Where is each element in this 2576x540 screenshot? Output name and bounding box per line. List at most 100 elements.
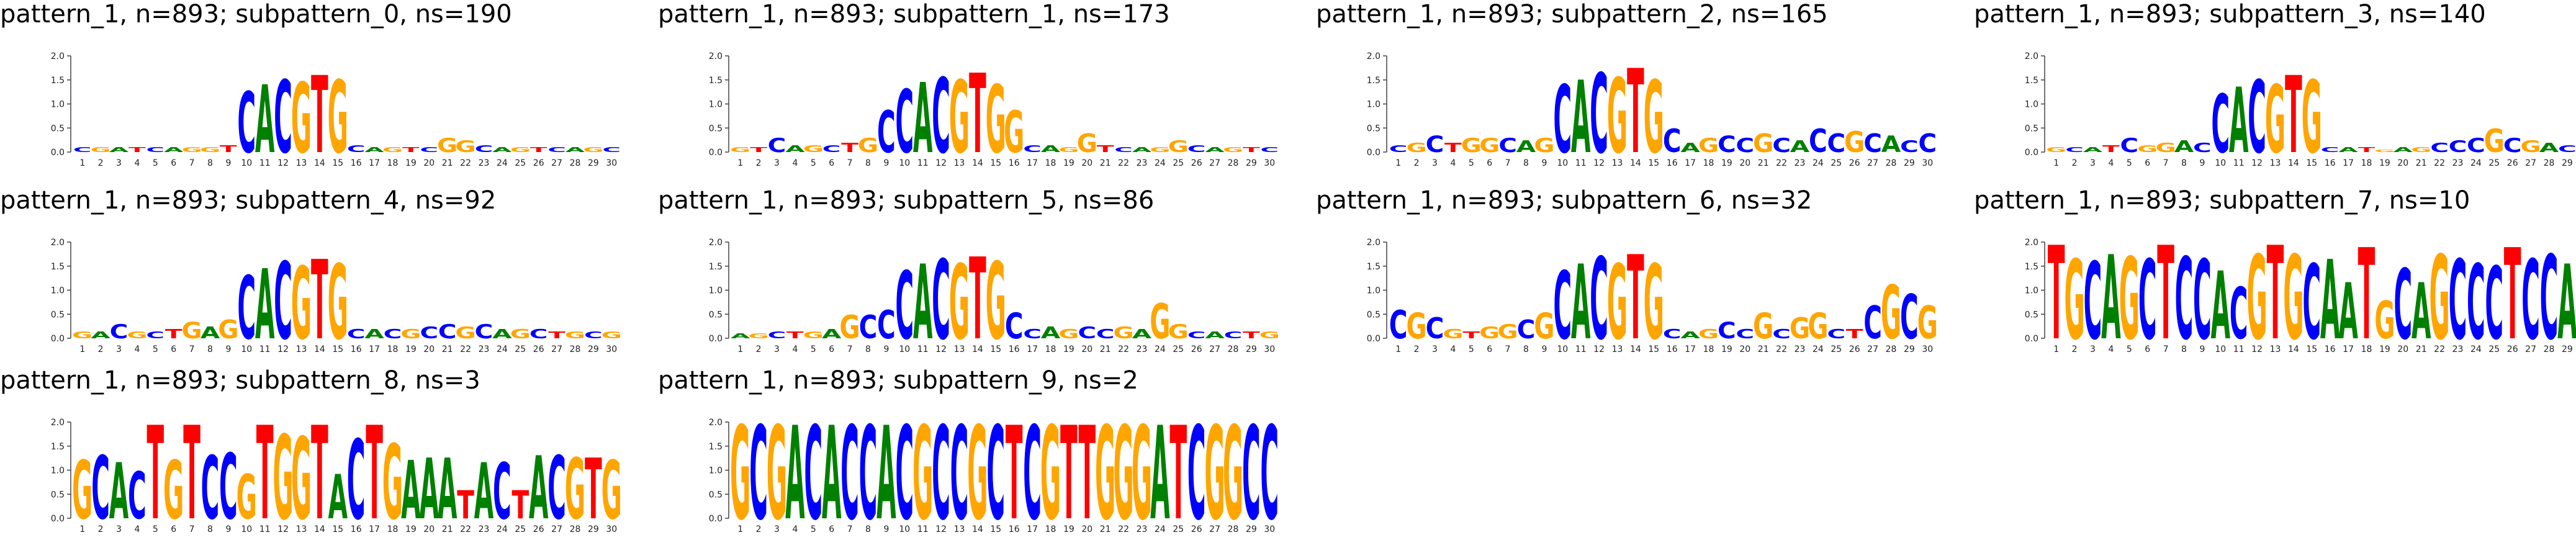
- logo-letter: G: [1479, 323, 1500, 342]
- logo-letter: T: [969, 234, 986, 365]
- y-tick-label: 0.5: [1367, 310, 1380, 320]
- x-tick-label: 25: [1831, 344, 1842, 354]
- logo-letter-glyph: C: [1389, 143, 1408, 155]
- y-tick-label: 1.5: [709, 262, 723, 272]
- logo-letter-glyph: T: [1243, 330, 1260, 341]
- logo-letter-glyph: C: [1718, 318, 1736, 344]
- x-tick-label: 24: [2470, 158, 2482, 168]
- logo-letter: G: [986, 241, 1006, 364]
- x-tick-label: 23: [1137, 158, 1148, 168]
- x-tick-label: 11: [2233, 158, 2245, 168]
- logo-letter: C: [2503, 134, 2522, 157]
- x-tick-label: 11: [917, 344, 929, 354]
- y-tick-label: 0.0: [709, 514, 723, 524]
- logo-panel: pattern_1, n=893; subpattern_6, ns=32 0.0…: [1316, 186, 1949, 366]
- x-tick-label: 12: [2251, 158, 2263, 168]
- logo-letter-glyph: A: [328, 462, 348, 533]
- logo-letter: G: [803, 330, 824, 341]
- x-tick-label: 26: [2507, 158, 2518, 168]
- logo-letter-glyph: G: [1479, 323, 1500, 342]
- logo-letter-glyph: A: [913, 63, 933, 175]
- y-tick-label: 1.5: [1367, 76, 1380, 86]
- x-tick-label: 5: [811, 158, 816, 168]
- y-tick-label: 1.0: [51, 466, 65, 476]
- logo-letter: G: [1917, 297, 1938, 349]
- logo-letter-glyph: G: [1150, 146, 1170, 153]
- x-tick-label: 24: [497, 524, 508, 534]
- logo-letter: T: [2358, 146, 2376, 153]
- x-tick-label: 17: [369, 524, 380, 534]
- y-tick-label: 1.5: [709, 442, 723, 452]
- x-tick-label: 14: [314, 158, 325, 168]
- logo-letter-glyph: A: [1516, 137, 1536, 156]
- logo-letter-glyph: C: [1900, 282, 1919, 353]
- logo-letter: A: [2320, 238, 2340, 365]
- logo-letter-glyph: C: [840, 400, 859, 540]
- logo-letter: C: [2302, 244, 2321, 363]
- logo-letter-glyph: C: [475, 143, 493, 155]
- logo-letter: C: [932, 238, 950, 365]
- x-tick-label: 27: [1867, 344, 1878, 354]
- logo-letter-glyph: G: [72, 444, 92, 538]
- logo-letter-glyph: G: [2265, 66, 2286, 174]
- logo-letter: T: [1006, 400, 1023, 540]
- logo-letter-glyph: G: [1113, 400, 1133, 540]
- logo-letter-glyph: G: [2520, 137, 2541, 156]
- logo-plot: 0.00.51.01.52.01 2 3 4 5 6 7 8 9 10 11 12 13 14 15 16 17…: [51, 400, 622, 540]
- logo-letter: T: [256, 400, 274, 540]
- logo-letter: A: [876, 400, 896, 540]
- logo-letter: G: [455, 323, 475, 342]
- logo-letter-glyph: G: [1168, 137, 1189, 156]
- x-tick-label: 18: [1045, 524, 1056, 534]
- logo-letter: C: [2467, 134, 2485, 157]
- logo-letter-glyph: C: [1590, 234, 1608, 365]
- logo-letter: T: [220, 143, 237, 155]
- x-tick-label: 23: [479, 344, 490, 354]
- logo-letter-glyph: C: [420, 146, 438, 153]
- logo-letter-glyph: G: [730, 400, 750, 540]
- x-tick-label: 3: [116, 158, 122, 168]
- logo-letter-glyph: C: [73, 146, 92, 153]
- x-tick-label: 11: [917, 158, 929, 168]
- x-tick-label: 1: [1395, 344, 1401, 354]
- logo-letter: G: [218, 315, 238, 344]
- logo-letter: G: [2283, 231, 2304, 366]
- x-tick-label: 26: [1849, 158, 1860, 168]
- logo-letter-glyph: G: [291, 246, 312, 362]
- logo-letter: C: [347, 143, 366, 155]
- logo-letter-glyph: G: [291, 63, 312, 175]
- x-tick-label: 1: [2053, 158, 2059, 168]
- logo-letter: G: [1168, 137, 1189, 156]
- logo-letter-glyph: T: [146, 400, 164, 540]
- x-tick-label: 29: [588, 158, 599, 168]
- logo-letter-glyph: C: [859, 308, 878, 346]
- logo-letter-glyph: G: [1443, 326, 1463, 341]
- logo-letter: G: [967, 400, 988, 540]
- logo-letter-glyph: A: [474, 446, 493, 536]
- logo-letter-glyph: G: [291, 414, 312, 540]
- logo-letter-glyph: G: [583, 146, 603, 153]
- logo-letter: G: [328, 60, 348, 176]
- logo-letter: C: [237, 76, 256, 173]
- logo-letter: T: [146, 400, 164, 540]
- logo-letter: G: [949, 244, 970, 363]
- logo-letter-glyph: T: [585, 442, 602, 539]
- x-tick-label: 26: [1849, 344, 1860, 354]
- x-tick-label: 11: [2233, 344, 2245, 354]
- x-tick-label: 1: [1395, 158, 1401, 168]
- x-tick-label: 28: [2544, 344, 2555, 354]
- x-tick-label: 10: [1557, 344, 1568, 354]
- x-tick-label: 18: [1703, 158, 1714, 168]
- logo-letter: C: [2540, 231, 2559, 366]
- logo-letter: A: [785, 143, 805, 155]
- x-tick-label: 7: [189, 524, 195, 534]
- y-tick-label: 0.5: [709, 310, 723, 320]
- x-tick-label: 25: [515, 344, 526, 354]
- logo-letter: G: [127, 330, 147, 341]
- x-tick-label: 22: [460, 344, 471, 354]
- logo-letter-glyph: A: [364, 146, 384, 153]
- x-tick-label: 14: [314, 344, 325, 354]
- x-tick-label: 23: [1137, 344, 1148, 354]
- logo-letter-glyph: C: [822, 143, 841, 155]
- logo-letter: A: [2338, 146, 2358, 153]
